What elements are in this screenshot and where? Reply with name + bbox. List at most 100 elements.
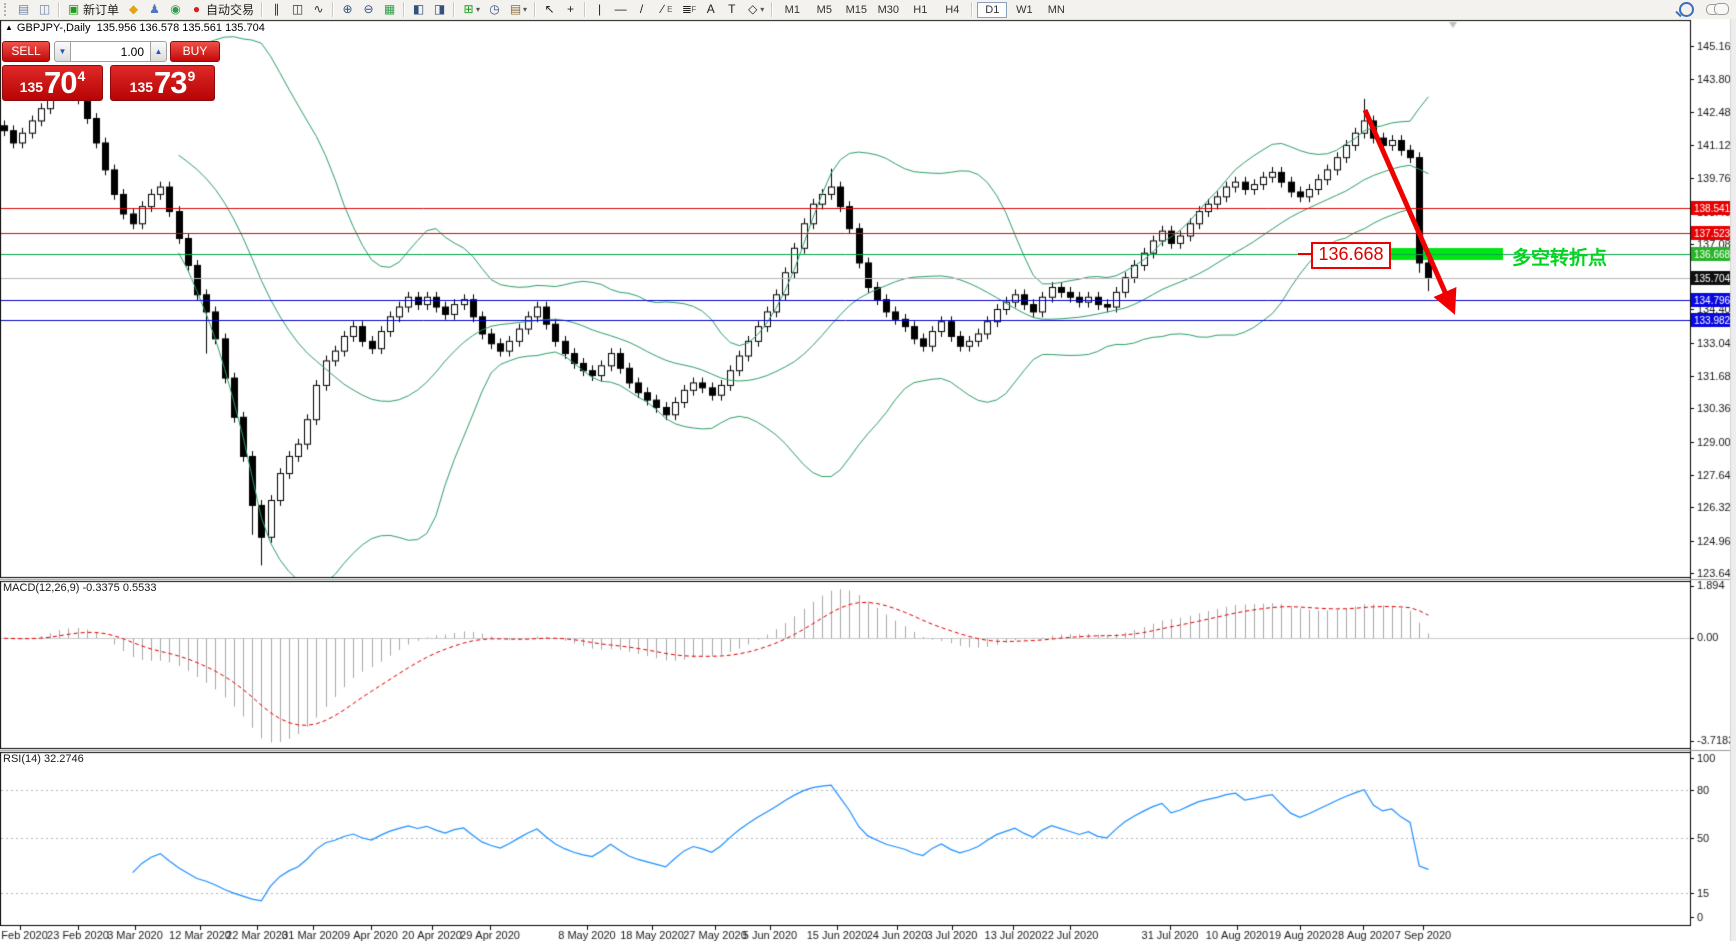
toolbar-button-label: 自动交易 xyxy=(206,3,255,17)
timeframe-button-mn[interactable]: MN xyxy=(1047,3,1065,16)
toolbar-separator xyxy=(453,2,456,17)
shapes-button[interactable]: ◇ ▾ xyxy=(742,0,768,19)
text-label-icon: T xyxy=(728,2,736,16)
volume-input[interactable]: 1.00 xyxy=(71,41,150,62)
toolbar-separator xyxy=(971,2,974,17)
buy-price-display[interactable]: 135 73 9 xyxy=(110,65,215,101)
tile-windows-button[interactable]: ▦ xyxy=(379,0,400,19)
cascade-windows-button[interactable]: ◨ xyxy=(429,0,450,19)
toolbar-separator xyxy=(534,2,537,17)
equidistant-channel-icon: ∕ xyxy=(661,2,664,16)
buy-price-figure: 135 xyxy=(129,79,154,95)
zoom-in-button[interactable]: ⊕ xyxy=(337,0,358,19)
auto-arrange-button[interactable]: ◧ xyxy=(408,0,429,19)
timeframe-button-h1[interactable]: H1 xyxy=(913,3,928,16)
vertical-line-button[interactable]: | xyxy=(589,0,610,19)
shapes-icon: ◇ xyxy=(748,2,758,16)
templates-button[interactable]: ▤ ▾ xyxy=(505,0,531,19)
sell-button[interactable]: SELL xyxy=(2,41,50,62)
chat-icon[interactable] xyxy=(1706,3,1729,16)
trend-arrow[interactable] xyxy=(1350,98,1490,338)
buy-price-pips: 73 xyxy=(154,65,187,100)
macd-signal-value: 0.5533 xyxy=(122,582,157,594)
equidistant-channel-button[interactable]: ∕ E xyxy=(652,0,676,19)
dropdown-arrow-icon[interactable]: ▾ xyxy=(760,5,765,14)
volume-decrease-button[interactable]: ▼ xyxy=(54,41,71,62)
tile-windows-icon: ▦ xyxy=(383,2,396,16)
fibonacci-button[interactable]: ≣ F xyxy=(676,0,700,19)
text-button[interactable]: A xyxy=(700,0,721,19)
timeframe-button-h4[interactable]: H4 xyxy=(945,3,960,16)
indicators-button[interactable]: ⊞ ▾ xyxy=(458,0,484,19)
zoom-in-icon: ⊕ xyxy=(342,2,353,16)
candlestick-chart-button[interactable]: ◫ xyxy=(287,0,308,19)
sell-price-figure: 135 xyxy=(19,79,44,95)
zoom-out-button[interactable]: ⊖ xyxy=(358,0,379,19)
signal-icon: ◉ xyxy=(170,2,181,16)
chart-window-button[interactable]: ▤ xyxy=(13,0,34,19)
dropdown-arrow-icon[interactable]: ▾ xyxy=(523,5,528,14)
timeframe-button-d1[interactable]: D1 xyxy=(977,1,1008,18)
chart-ohlc-values: 135.956 136.578 135.561 135.704 xyxy=(96,22,265,34)
market-button[interactable]: ♟ xyxy=(144,0,165,19)
horizontal-line-icon: — xyxy=(614,2,627,16)
signal-button[interactable]: ◉ xyxy=(165,0,186,19)
timeframe-button-w1[interactable]: W1 xyxy=(1016,3,1033,16)
bar-chart-button[interactable]: ∥ xyxy=(266,0,287,19)
autotrade-button: ● xyxy=(192,2,201,16)
market-icon: ♟ xyxy=(149,2,160,16)
bar-chart-icon: ∥ xyxy=(273,2,280,16)
toolbar: ▤ ◫ ▣ 新订单 ◆ ♟ ◉ ● 自动交易 ∥ ◫ ∿ ⊕ ⊖ ▦ ◧ ◨ ⊞ ▾ ◷ ▤ ▾ ↖ + | — / ∕ E ≣ F A T ◇ ▾… xyxy=(0,0,1736,20)
line-chart-icon: ∿ xyxy=(313,2,324,16)
text-label-button[interactable]: T xyxy=(721,0,742,19)
quotes-icon: ◆ xyxy=(128,2,139,16)
sell-price-point: 4 xyxy=(77,68,86,84)
toolbar-separator xyxy=(332,2,335,17)
chart-window-icon: ▤ xyxy=(17,2,30,16)
toolbar-grip[interactable] xyxy=(4,3,10,16)
volume-increase-button[interactable]: ▲ xyxy=(150,41,167,62)
rsi-value: 32.2746 xyxy=(43,753,84,765)
sell-price-display[interactable]: 135 70 4 xyxy=(2,65,103,101)
dropdown-arrow-icon[interactable]: ▾ xyxy=(476,5,481,14)
timeframe-button-m5[interactable]: M5 xyxy=(816,3,832,16)
macd-value: -0.3375 xyxy=(82,582,120,594)
chart-canvas[interactable] xyxy=(0,19,1736,941)
toolbar-separator xyxy=(403,2,406,17)
new-order-button[interactable]: ▣ 新订单 xyxy=(63,0,123,19)
line-chart-button[interactable]: ∿ xyxy=(308,0,329,19)
templates-icon: ▤ xyxy=(509,2,522,16)
toolbar-separator xyxy=(584,2,587,17)
buy-button[interactable]: BUY xyxy=(170,41,220,62)
text-icon: A xyxy=(706,2,715,16)
crosshair-button[interactable]: + xyxy=(560,0,581,19)
horizontal-line-button[interactable]: — xyxy=(610,0,631,19)
timeframe-button-m1[interactable]: M1 xyxy=(784,3,800,16)
fibonacci-icon: ≣ xyxy=(681,2,692,16)
timeframe-button-m30[interactable]: M30 xyxy=(877,3,900,16)
candlestick-chart-icon: ◫ xyxy=(291,2,304,16)
profiles-icon: ◫ xyxy=(38,2,51,16)
trendline-icon: / xyxy=(639,2,644,16)
search-icon[interactable] xyxy=(1679,2,1694,17)
collapse-icon[interactable]: ▲ xyxy=(5,23,13,32)
trendline-button[interactable]: / xyxy=(631,0,652,19)
profiles-button[interactable]: ◫ xyxy=(34,0,55,19)
icon-subscript: E xyxy=(667,5,673,14)
price-callout[interactable]: 136.668 xyxy=(1298,242,1391,269)
turning-point-note[interactable]: 多空转折点 xyxy=(1512,248,1608,269)
toolbar-separator xyxy=(261,2,264,17)
auto-arrange-icon: ◧ xyxy=(412,2,425,16)
chart-symbol-period: GBPJPY-,Daily xyxy=(16,22,91,34)
cursor-button[interactable]: ↖ xyxy=(539,0,560,19)
periods-button[interactable]: ◷ xyxy=(484,0,505,19)
rsi-indicator-label: RSI(14) 32.2746 xyxy=(3,753,84,765)
buy-price-point: 9 xyxy=(187,68,196,84)
toolbar-separator xyxy=(58,2,60,17)
periods-icon: ◷ xyxy=(489,2,500,16)
autotrade-button[interactable]: ● 自动交易 xyxy=(186,0,258,19)
quotes-button[interactable]: ◆ xyxy=(123,0,144,19)
cursor-icon: ↖ xyxy=(544,2,555,16)
timeframe-button-m15[interactable]: M15 xyxy=(845,3,868,16)
